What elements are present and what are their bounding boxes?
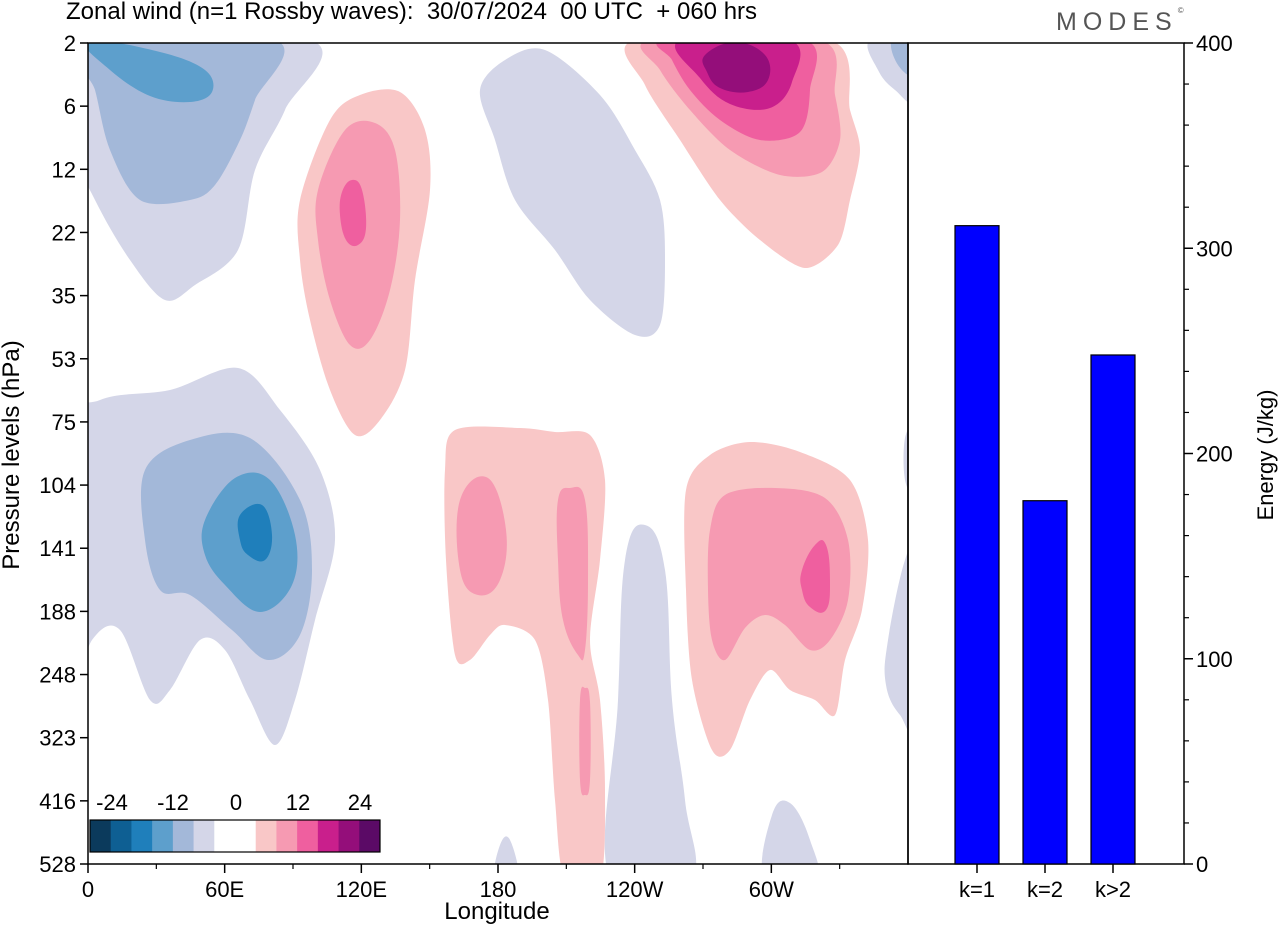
pos-contour <box>579 686 591 796</box>
energy-tick-label: 200 <box>1196 442 1233 467</box>
energy-bar <box>954 225 1000 865</box>
y-tick-label: 188 <box>39 599 76 624</box>
y-tick-label: 2 <box>64 31 76 56</box>
pos-contour <box>556 486 589 661</box>
y-tick-label: 75 <box>52 410 76 435</box>
colorbar-label: 24 <box>348 790 372 815</box>
colorbar-swatch <box>152 820 174 852</box>
category-label: k=2 <box>1027 877 1063 902</box>
energy-bar <box>1090 354 1136 865</box>
y-tick-label: 248 <box>39 663 76 688</box>
colorbar-swatch <box>297 820 319 852</box>
y-tick-label: 22 <box>52 220 76 245</box>
energy-tick-label: 400 <box>1196 31 1233 56</box>
neg-contour <box>237 503 273 562</box>
brand-name: MODES <box>1056 8 1178 36</box>
brand-mark: © <box>1177 5 1184 15</box>
neg-contour <box>761 800 818 864</box>
energy-bar-chart: 0 100 200 300 400 k=1 k=2 k>2 <box>907 31 1233 902</box>
y-tick-label: 416 <box>39 789 76 814</box>
x-tick-label: 60E <box>205 877 244 902</box>
contour-layer <box>88 43 908 864</box>
colorbar-swatch <box>90 820 112 852</box>
colorbar-swatch <box>359 820 381 852</box>
energy-tick-label: 0 <box>1196 852 1208 877</box>
colorbar-swatch <box>235 820 257 852</box>
x-tick-label: 120E <box>336 877 387 902</box>
colorbar-swatch <box>317 820 340 852</box>
pos-contour <box>702 43 771 93</box>
y-tick-label: 104 <box>39 473 76 498</box>
brand-logo: MODES© <box>1056 5 1184 37</box>
colorbar-frame <box>89 819 381 853</box>
x-axis-label: Longitude <box>444 898 550 925</box>
y-tick-label: 53 <box>52 347 76 372</box>
neg-contour <box>494 836 518 864</box>
y-tick-label: 12 <box>52 157 76 182</box>
contour-field <box>87 42 909 865</box>
y-tick-label: 141 <box>39 536 76 561</box>
pos-contour <box>800 540 831 613</box>
energy-tick-label: 100 <box>1196 647 1233 672</box>
neg-contour <box>479 48 665 337</box>
pos-contour <box>707 487 851 661</box>
energy-bar <box>1022 500 1068 865</box>
colorbar-swatch <box>338 820 360 852</box>
colorbar-swatch <box>276 820 298 852</box>
x-tick-label: 120W <box>606 877 664 902</box>
colorbar-label: -24 <box>96 790 128 815</box>
colorbar-swatch <box>172 820 195 852</box>
colorbar-swatch <box>193 820 215 852</box>
y-tick-label: 528 <box>39 852 76 877</box>
neg-contour <box>884 550 908 731</box>
colorbar-swatch <box>214 820 236 852</box>
y-tick-label: 323 <box>39 726 76 751</box>
neg-contour <box>88 43 214 103</box>
category-label: k=1 <box>959 877 995 902</box>
x-tick-label: 0 <box>82 877 94 902</box>
neg-contour <box>604 524 697 864</box>
neg-contour <box>890 43 908 76</box>
colorbar-label: 12 <box>286 790 310 815</box>
x-tick-label: 60W <box>749 877 794 902</box>
colorbar-swatch <box>255 820 277 852</box>
pos-contour <box>339 179 367 247</box>
y-tick-label: 35 <box>52 284 76 309</box>
y-tick-label: 6 <box>64 94 76 119</box>
energy-tick-label: 300 <box>1196 236 1233 261</box>
colorbar: -24 -12 0 12 24 <box>89 790 381 853</box>
category-label: k>2 <box>1095 877 1131 902</box>
pos-contour <box>456 476 507 596</box>
chart-title: Zonal wind (n=1 Rossby waves): 30/07/202… <box>66 0 758 25</box>
colorbar-swatch <box>110 820 132 852</box>
neg-contour <box>903 429 908 490</box>
colorbar-label: 0 <box>230 790 242 815</box>
x-tick-label: 180 <box>480 877 517 902</box>
colorbar-swatch <box>131 820 153 852</box>
colorbar-label: -12 <box>157 790 189 815</box>
